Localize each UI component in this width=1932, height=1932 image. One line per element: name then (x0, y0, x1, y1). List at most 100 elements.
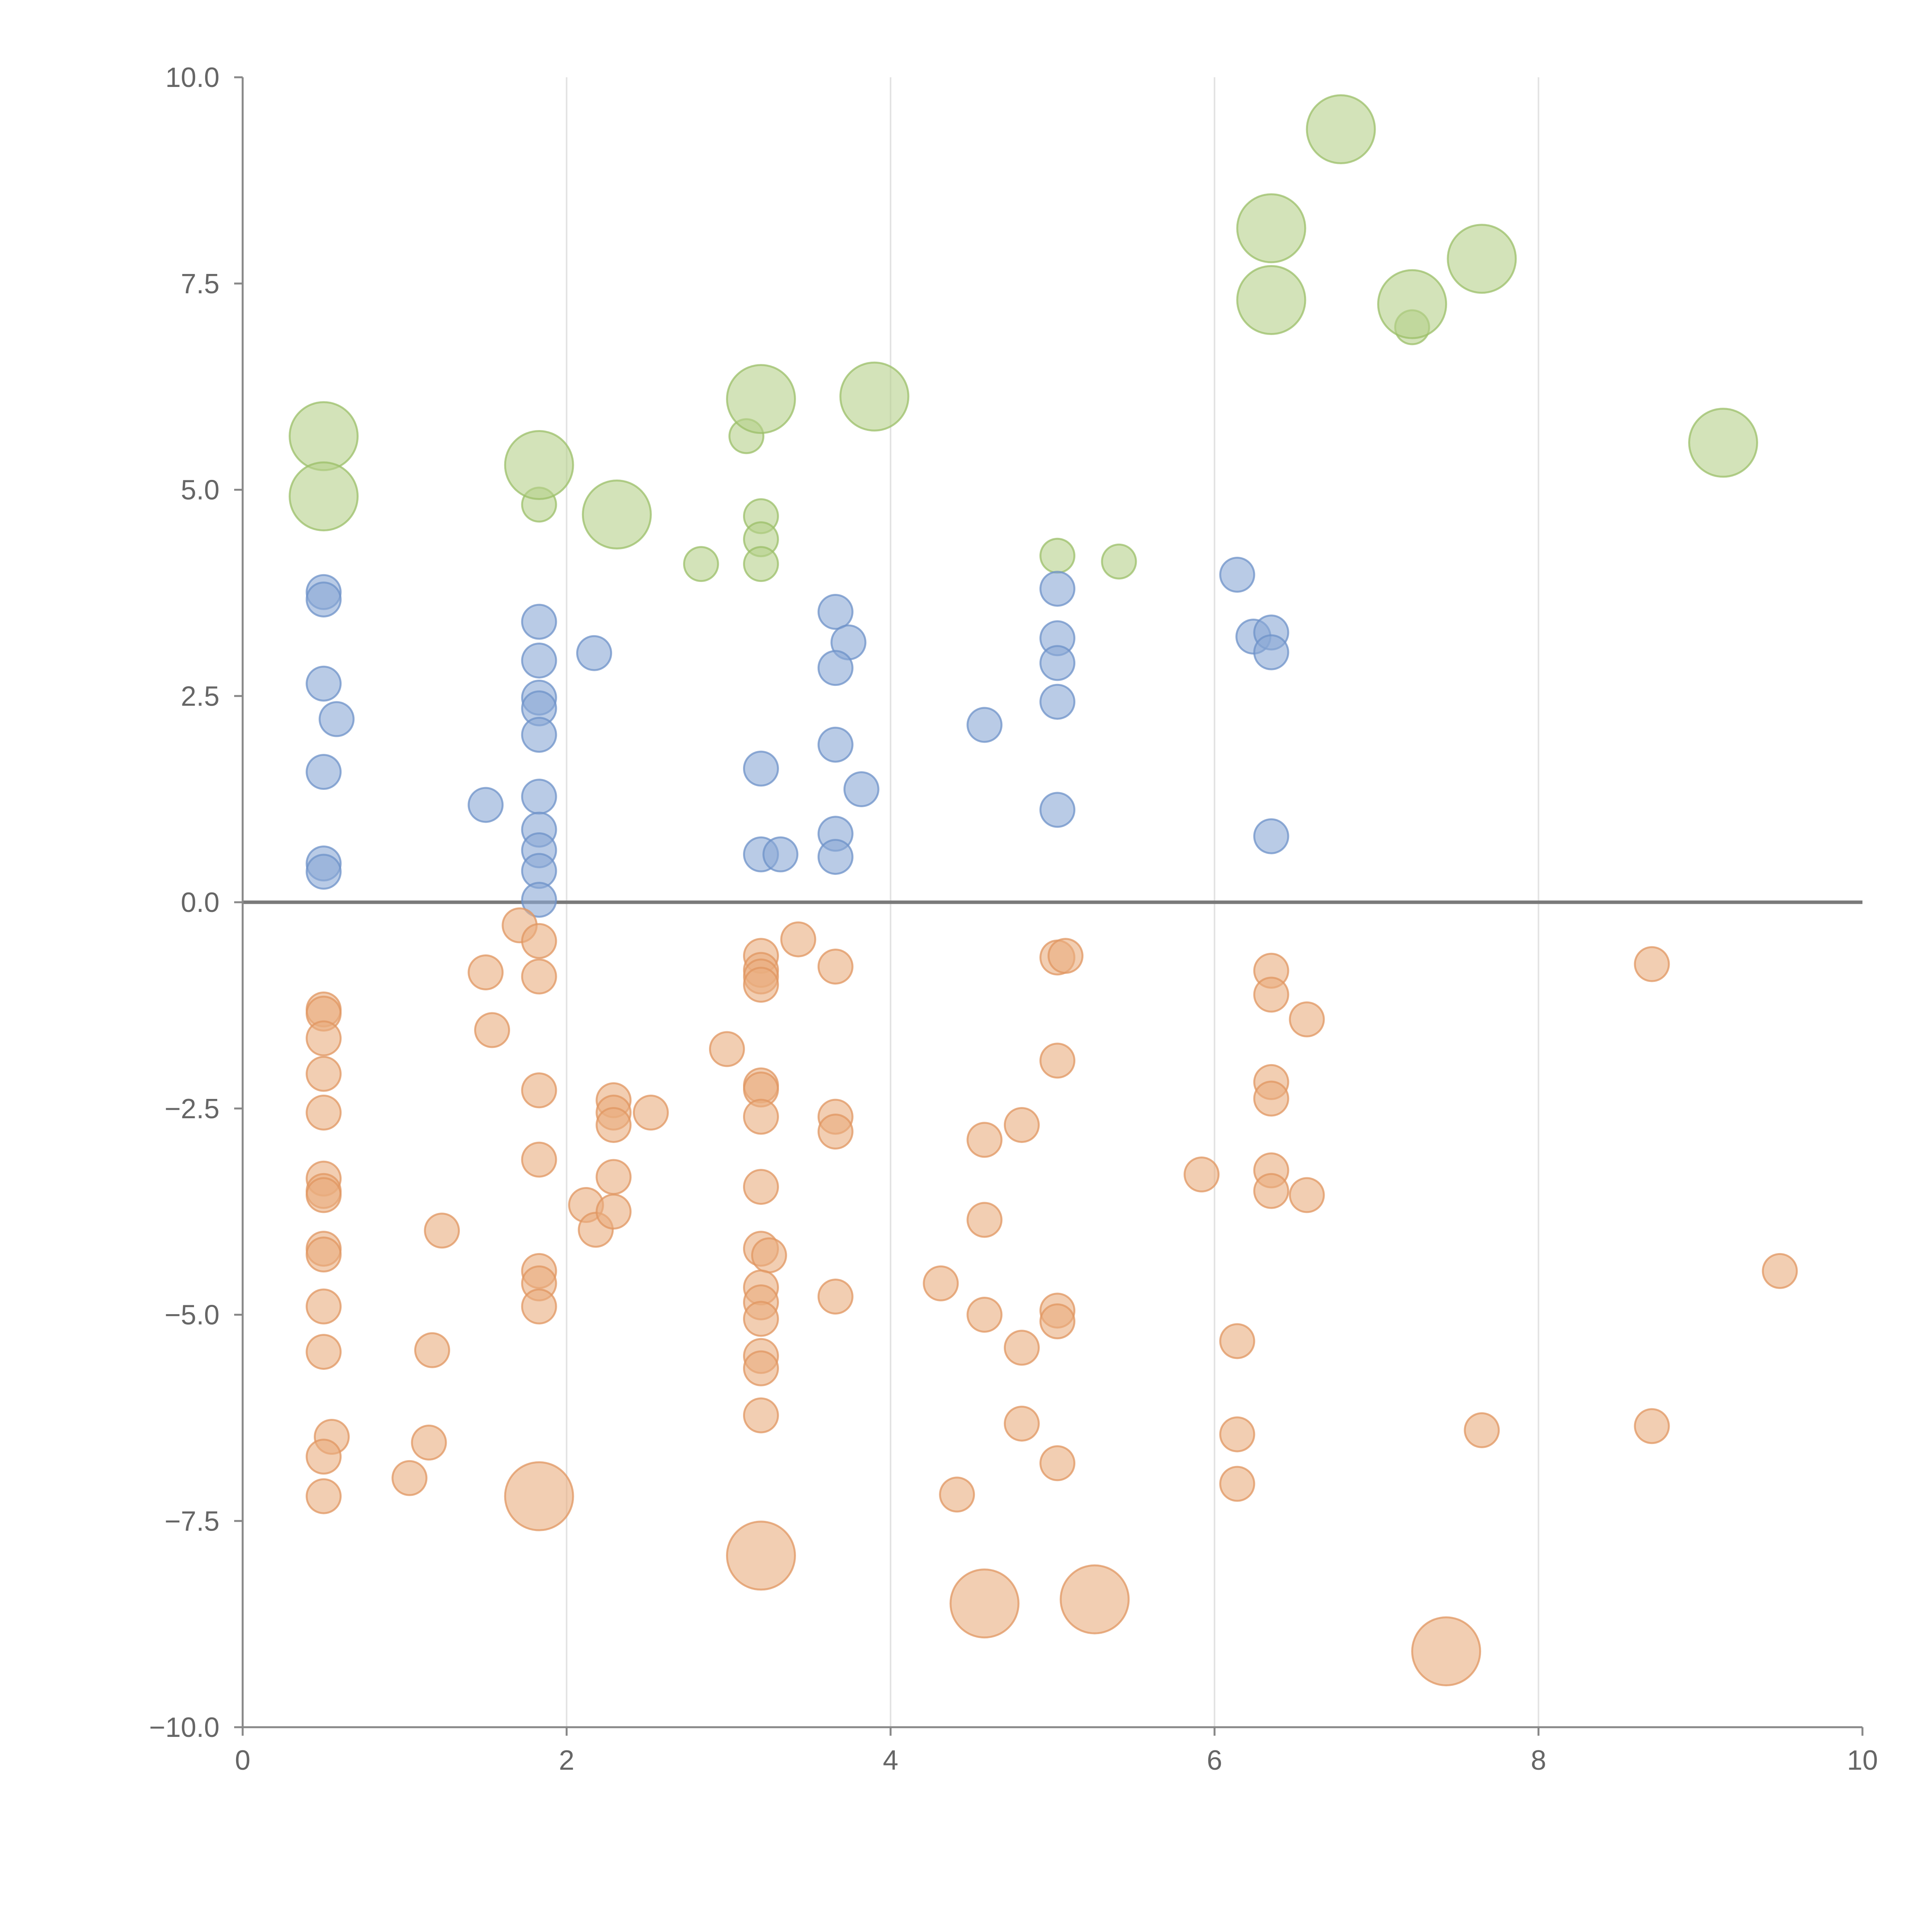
bubble-green (839, 361, 910, 432)
bubble-orange (780, 921, 816, 957)
bubble-blue (1253, 818, 1289, 854)
bubble-orange (306, 1334, 342, 1370)
bubble-blue (1253, 634, 1289, 670)
bubble-orange (1464, 1412, 1500, 1448)
bubble-orange (595, 1107, 632, 1143)
bubble-orange (743, 967, 779, 1003)
bubble-orange (817, 1279, 854, 1315)
bubble-orange (1634, 946, 1670, 982)
bubble-orange (1003, 1405, 1040, 1442)
bubble-green (1447, 224, 1517, 294)
y-tick-label: 10.0 (165, 62, 219, 93)
bubble-orange (306, 1478, 342, 1514)
y-tick-label: −5.0 (165, 1300, 219, 1331)
bubble-orange (923, 1265, 959, 1301)
bubble-green (1688, 408, 1758, 478)
y-tick-label: −7.5 (165, 1506, 219, 1537)
bubble-blue (843, 771, 879, 808)
bubble-orange (1003, 1330, 1040, 1366)
bubble-blue (1039, 571, 1076, 607)
bubble-blue (521, 779, 557, 815)
bubble-orange (504, 1461, 574, 1531)
bubble-green (1039, 537, 1076, 574)
bubble-orange (411, 1424, 447, 1461)
bubble-orange (949, 1568, 1020, 1639)
y-tick-label: 2.5 (181, 681, 219, 712)
bubbles (289, 94, 1798, 1687)
bubble-orange (817, 1114, 854, 1150)
bubble-blue (521, 604, 557, 640)
bubble-orange (306, 1094, 342, 1131)
x-tick-label: 0 (235, 1745, 250, 1776)
bubble-green (1377, 269, 1447, 339)
bubble-green (743, 546, 779, 582)
bubble-orange (521, 1288, 557, 1325)
bubble-green (1236, 193, 1306, 264)
bubble-orange (1048, 938, 1084, 974)
bubble-orange (1039, 1445, 1076, 1481)
bubble-orange (633, 1094, 669, 1131)
bubble-blue (306, 754, 342, 790)
x-tick-label: 2 (559, 1745, 574, 1776)
bubble-blue (966, 707, 1003, 743)
bubble-orange (966, 1202, 1003, 1238)
bubble-blue (306, 665, 342, 702)
bubble-blue (306, 581, 342, 617)
bubble-green (726, 364, 796, 434)
bubble-orange (306, 1020, 342, 1056)
y-tick-label: 7.5 (181, 269, 219, 299)
bubble-blue (318, 701, 355, 737)
bubble-green (683, 546, 719, 582)
bubble-orange (306, 1236, 342, 1273)
bubble-blue (1039, 792, 1076, 828)
bubble-orange (1411, 1616, 1481, 1687)
bubble-blue (521, 882, 557, 918)
bubble-orange (1219, 1466, 1255, 1502)
bubble-orange (1762, 1253, 1798, 1289)
bubble-blue (743, 750, 779, 787)
bubble-blue (521, 717, 557, 753)
bubble-green (582, 480, 652, 550)
axes: 0 2 4 6 8 10 10.0 7.5 5.0 2.5 0.0 −2.5 −5.0 −7.5 −10.0 (149, 62, 1878, 1776)
bubble-orange (966, 1297, 1003, 1333)
bubble-orange (743, 1350, 779, 1386)
bubble-orange (743, 1169, 779, 1205)
bubble-orange (726, 1520, 796, 1591)
bubble-blue (817, 726, 854, 763)
bubble-green (289, 461, 359, 532)
bubble-green (1236, 265, 1306, 335)
y-tick-label: 0.0 (181, 887, 219, 918)
bubble-orange (521, 923, 557, 959)
bubble-orange (817, 949, 854, 985)
bubble-orange (1289, 1177, 1325, 1213)
x-tick-label: 10 (1847, 1745, 1878, 1776)
bubble-orange (391, 1460, 428, 1496)
bubble-green (504, 430, 574, 500)
bubble-blue (521, 642, 557, 679)
bubble-blue (1039, 684, 1076, 720)
bubble-orange (1253, 1080, 1289, 1117)
bubble-orange (1219, 1416, 1255, 1452)
bubble-blue (1039, 645, 1076, 681)
bubble-orange (306, 1439, 342, 1475)
x-tick-label: 4 (883, 1745, 898, 1776)
y-tick-label: −2.5 (165, 1094, 219, 1124)
bubble-orange (743, 1397, 779, 1434)
y-tick-label: −10.0 (149, 1712, 219, 1743)
bubble-green (1101, 543, 1137, 580)
bubble-blue (306, 854, 342, 890)
bubble-orange (1219, 1323, 1255, 1359)
bubble-blue (817, 650, 854, 686)
bubble-blue (468, 787, 504, 823)
bubble-blue (576, 635, 612, 671)
bubble-orange (414, 1332, 450, 1368)
bubble-orange (474, 1012, 510, 1048)
bubble-orange (966, 1122, 1003, 1158)
bubble-orange (709, 1031, 745, 1067)
bubble-orange (1039, 1043, 1076, 1079)
bubble-orange (1289, 1001, 1325, 1037)
bubble-orange (1060, 1564, 1130, 1634)
bubble-orange (521, 1141, 557, 1178)
bubble-orange (939, 1476, 975, 1513)
